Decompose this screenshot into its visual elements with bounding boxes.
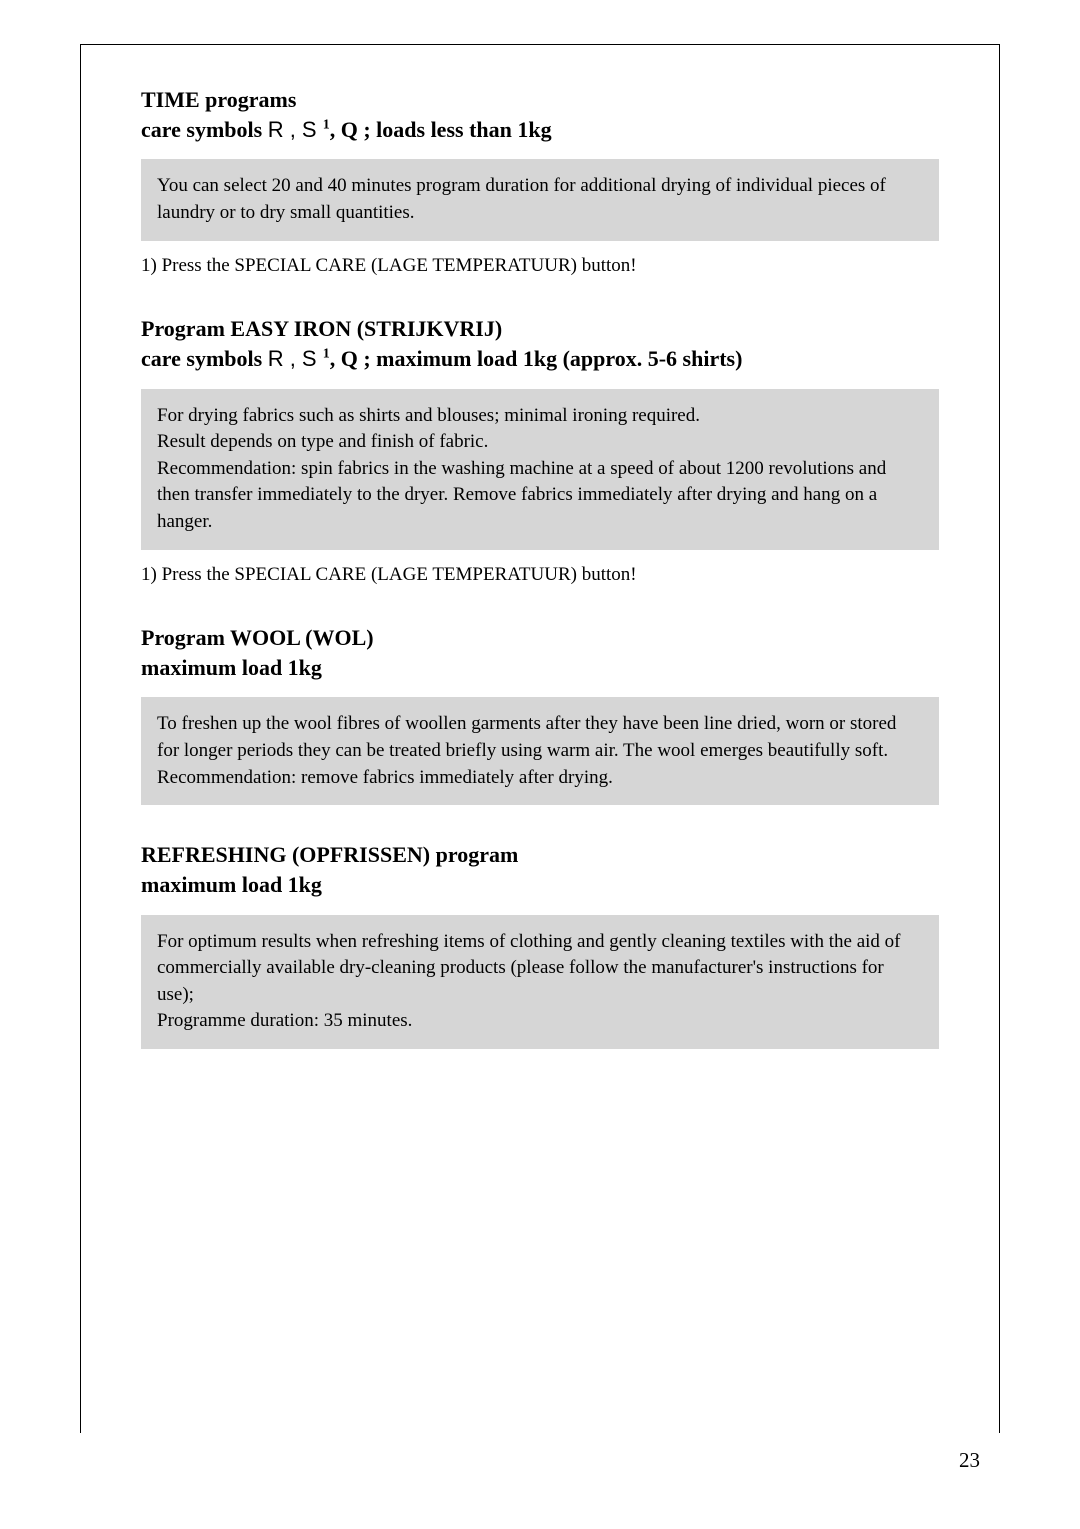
- page-number: 23: [959, 1448, 980, 1473]
- info-box: For optimum results when refreshing item…: [141, 915, 939, 1049]
- care-symbols: R , S: [268, 346, 323, 371]
- heading-sup: 1: [323, 117, 330, 132]
- heading-line1: Program EASY IRON (STRIJKVRIJ): [141, 314, 939, 344]
- section-time-programs: TIME programs care symbols R , S 1, Q ; …: [141, 85, 939, 279]
- heading-line2: maximum load 1kg: [141, 653, 939, 683]
- heading-line2: care symbols R , S 1, Q ; maximum load 1…: [141, 344, 939, 374]
- heading-suffix: , Q ; loads less than 1kg: [330, 117, 552, 142]
- section-easy-iron: Program EASY IRON (STRIJKVRIJ) care symb…: [141, 314, 939, 588]
- info-box: To freshen up the wool fibres of woollen…: [141, 697, 939, 805]
- footnote: 1) Press the SPECIAL CARE (LAGE TEMPERAT…: [141, 253, 939, 280]
- section-heading: Program WOOL (WOL) maximum load 1kg: [141, 623, 939, 682]
- section-refreshing: REFRESHING (OPFRISSEN) program maximum l…: [141, 840, 939, 1049]
- info-box: For drying fabrics such as shirts and bl…: [141, 389, 939, 550]
- section-heading: TIME programs care symbols R , S 1, Q ; …: [141, 85, 939, 144]
- footnote: 1) Press the SPECIAL CARE (LAGE TEMPERAT…: [141, 562, 939, 589]
- section-wool: Program WOOL (WOL) maximum load 1kg To f…: [141, 623, 939, 805]
- heading-prefix: care symbols: [141, 117, 268, 142]
- care-symbols: R , S: [268, 117, 323, 142]
- section-heading: REFRESHING (OPFRISSEN) program maximum l…: [141, 840, 939, 899]
- heading-prefix: care symbols: [141, 346, 268, 371]
- heading-line1: TIME programs: [141, 85, 939, 115]
- header-divider: [81, 44, 999, 45]
- heading-line2: maximum load 1kg: [141, 870, 939, 900]
- heading-line2: care symbols R , S 1, Q ; loads less tha…: [141, 115, 939, 145]
- page-container: TIME programs care symbols R , S 1, Q ; …: [80, 44, 1000, 1433]
- heading-sup: 1: [323, 347, 330, 362]
- section-heading: Program EASY IRON (STRIJKVRIJ) care symb…: [141, 314, 939, 373]
- heading-suffix: , Q ; maximum load 1kg (approx. 5-6 shir…: [330, 346, 743, 371]
- info-box: You can select 20 and 40 minutes program…: [141, 159, 939, 240]
- heading-line1: Program WOOL (WOL): [141, 623, 939, 653]
- heading-line1: REFRESHING (OPFRISSEN) program: [141, 840, 939, 870]
